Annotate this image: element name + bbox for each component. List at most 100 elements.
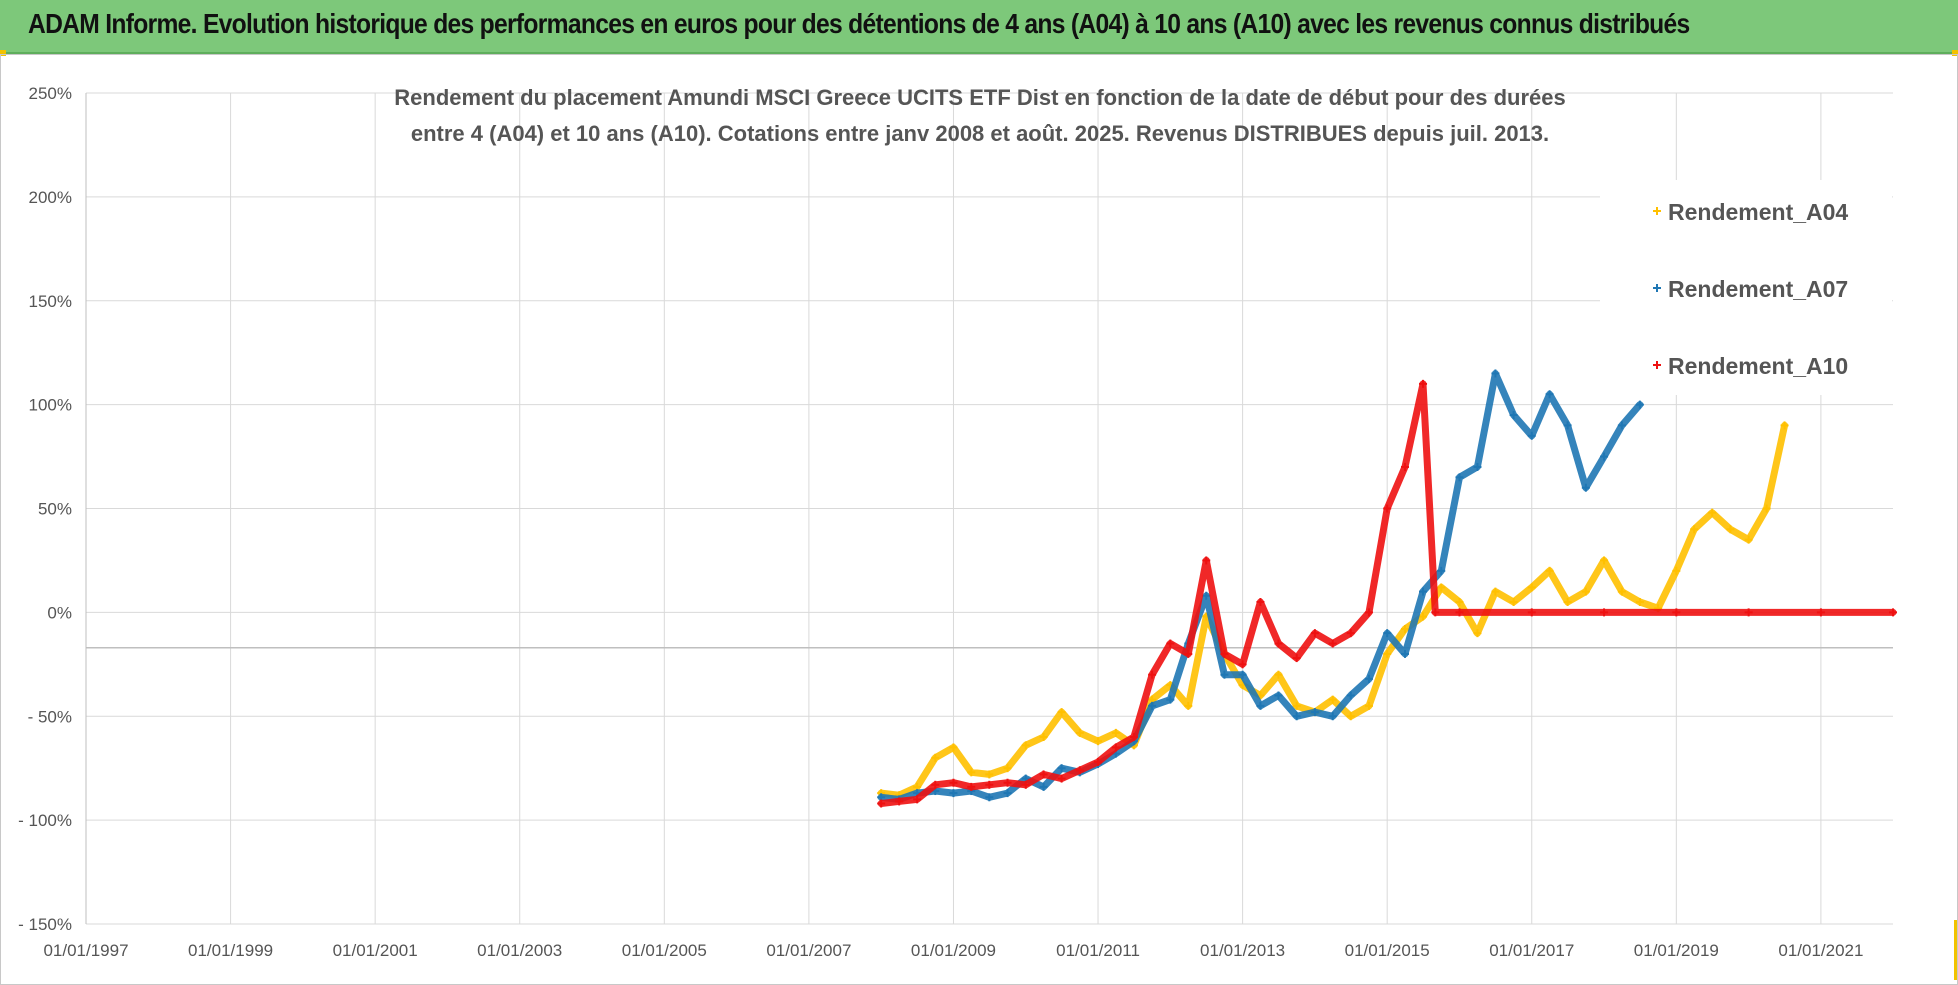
data-point [1527,583,1536,592]
data-point [1889,608,1897,617]
series-layer [877,369,1897,808]
data-point [1310,629,1319,638]
data-point [1527,608,1536,617]
series-rendement_a10 [877,379,1897,808]
data-point [1274,670,1283,679]
data-point [1148,701,1157,710]
x-tick-label: 01/01/2019 [1634,941,1719,960]
x-tick-label: 01/01/1999 [188,941,273,960]
data-point [1744,608,1753,617]
legend-item: Rendement_A10 [1653,353,1848,379]
data-point [1129,733,1138,742]
data-point [1419,612,1428,621]
data-point [1292,654,1301,663]
data-point [1256,597,1265,606]
data-point [1057,708,1066,717]
data-point [1401,649,1410,658]
y-tick-label: 100% [29,396,72,415]
data-point [931,780,940,789]
data-point [985,793,994,802]
data-point [1708,508,1717,517]
data-point [1563,421,1572,430]
data-point [1744,535,1753,544]
data-point [1401,462,1410,471]
data-point [1581,587,1590,596]
data-point [1346,712,1355,721]
data-point [1437,583,1446,592]
data-point [1292,712,1301,721]
data-point [1057,774,1066,783]
data-point [1816,608,1825,617]
axis-layer: - 150% - 100% - 50% 0% 50% 100% 150% 200% 250% 01… [18,84,1893,960]
legend-item: Rendement_A04 [1653,199,1848,225]
data-point [1094,757,1103,766]
data-point [1220,649,1229,658]
data-point [967,782,976,791]
data-point [1094,737,1103,746]
data-point [1148,670,1157,679]
data-point [895,797,904,806]
data-point [1202,591,1211,600]
data-point [1021,780,1030,789]
legend-item: Rendement_A07 [1653,276,1848,302]
data-point [1039,782,1048,791]
data-point [1003,764,1012,773]
data-point [1672,608,1681,617]
y-tick-label: 150% [29,292,72,311]
x-tick-label: 01/01/2021 [1778,941,1863,960]
data-point [1563,597,1572,606]
data-point [1437,566,1446,575]
data-point [1383,629,1392,638]
data-point [1256,701,1265,710]
legend: Rendement_A04 Rendement_A07 Rendement_A10 [1600,180,1892,395]
data-point [1039,733,1048,742]
x-tick-label: 01/01/2001 [333,941,418,960]
data-point [1111,728,1120,737]
y-tick-label: 50% [38,500,72,519]
data-point [1003,778,1012,787]
data-point [1617,587,1626,596]
corner-marker-right [1952,50,1958,56]
data-point [1238,660,1247,669]
data-point [1600,608,1609,617]
data-point [1364,701,1373,710]
data-point [1274,691,1283,700]
y-tick-label: - 100% [18,811,72,830]
data-point [1509,597,1518,606]
chart-title-line-1: Rendement du placement Amundi MSCI Greec… [394,85,1565,110]
data-point [1346,691,1355,700]
data-point [985,770,994,779]
data-point [949,778,958,787]
data-point [1238,670,1247,679]
x-tick-label: 01/01/2007 [766,941,851,960]
data-point [1635,400,1644,409]
y-tick-label: - 150% [18,915,72,934]
data-point [1545,390,1554,399]
data-point [1075,766,1084,775]
data-point [1419,379,1428,388]
data-point [1310,708,1319,717]
data-point [949,789,958,798]
data-point [985,780,994,789]
data-point [1166,639,1175,648]
data-point [1184,649,1193,658]
data-point [1431,608,1440,617]
data-point [1491,369,1500,378]
corner-marker-left [0,50,6,56]
banner-title: ADAM Informe. Evolution historique des p… [28,8,1690,39]
data-point [1455,597,1464,606]
y-tick-label: 0% [47,603,72,622]
data-point [967,768,976,777]
data-point [1364,608,1373,617]
data-point [1419,587,1428,596]
data-point [1726,525,1735,534]
x-tick-label: 01/01/2003 [477,941,562,960]
data-point [1166,695,1175,704]
data-point [1690,525,1699,534]
y-tick-label: - 50% [28,707,72,726]
data-point [1328,695,1337,704]
x-tick-label: 01/01/2013 [1200,941,1285,960]
data-point [1473,629,1482,638]
data-point [1039,770,1048,779]
